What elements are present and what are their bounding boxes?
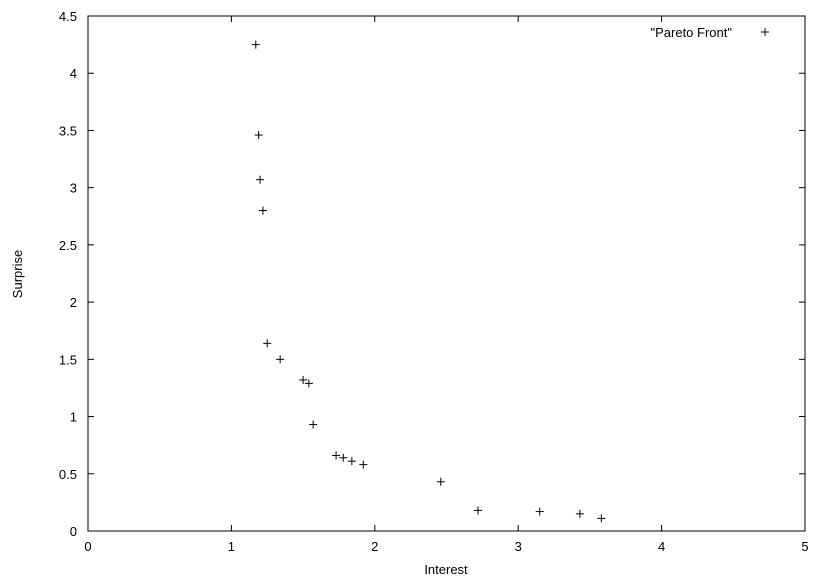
data-point — [254, 131, 263, 140]
x-tick-label: 0 — [84, 539, 91, 554]
x-tick-label: 4 — [658, 539, 665, 554]
x-tick-label: 1 — [228, 539, 235, 554]
data-point — [332, 451, 341, 460]
x-tick-label: 2 — [371, 539, 378, 554]
data-point — [359, 460, 368, 469]
x-tick-label: 3 — [515, 539, 522, 554]
x-axis-label: Interest — [424, 562, 468, 577]
y-tick-label: 2.5 — [59, 238, 77, 253]
x-axis-ticks: 0 1 2 3 4 5 — [84, 16, 809, 554]
y-tick-label: 0.5 — [59, 467, 77, 482]
data-point — [309, 420, 318, 429]
legend: "Pareto Front" — [651, 25, 769, 40]
y-tick-label: 1.5 — [59, 352, 77, 367]
data-point — [256, 175, 265, 184]
legend-label: "Pareto Front" — [651, 25, 733, 40]
data-point — [474, 506, 483, 515]
data-point — [304, 379, 313, 388]
plot-area — [87, 15, 806, 532]
legend-marker-symbol — [761, 28, 769, 36]
data-point — [575, 509, 584, 518]
data-point — [251, 40, 260, 49]
y-tick-label: 1 — [70, 410, 77, 425]
data-point — [263, 339, 272, 348]
y-axis-label: Surprise — [10, 250, 25, 298]
x-tick-label: 5 — [801, 539, 808, 554]
data-point — [597, 514, 606, 523]
data-point — [347, 457, 356, 466]
data-point — [535, 507, 544, 516]
data-points — [251, 40, 606, 523]
y-tick-label: 4.5 — [59, 9, 77, 24]
data-point — [276, 355, 285, 364]
y-axis-ticks: 0 0.5 1 1.5 2 2.5 3 3.5 4 4.5 — [59, 9, 805, 539]
y-tick-label: 4 — [70, 66, 77, 81]
y-tick-label: 2 — [70, 295, 77, 310]
y-tick-label: 3.5 — [59, 123, 77, 138]
legend-marker — [761, 28, 769, 36]
data-point — [258, 206, 267, 215]
data-point — [339, 453, 348, 462]
data-point — [299, 375, 308, 384]
y-tick-label: 0 — [70, 524, 77, 539]
data-point — [436, 477, 445, 486]
y-tick-label: 3 — [70, 181, 77, 196]
